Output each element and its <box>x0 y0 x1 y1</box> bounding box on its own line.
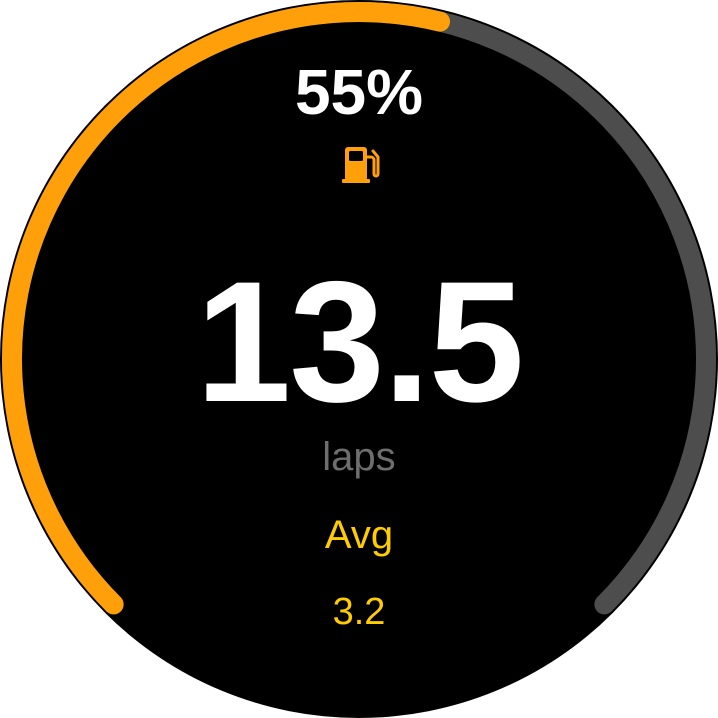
fuel-percent: 55% <box>294 56 424 128</box>
laps-unit: laps <box>322 435 396 479</box>
laps-value: 13.5 <box>195 246 525 438</box>
average-value: 3.2 <box>332 591 386 633</box>
fuel-pump-icon <box>342 147 380 183</box>
fuel-gauge-fill <box>2 2 451 615</box>
average-label: Avg <box>324 513 394 557</box>
